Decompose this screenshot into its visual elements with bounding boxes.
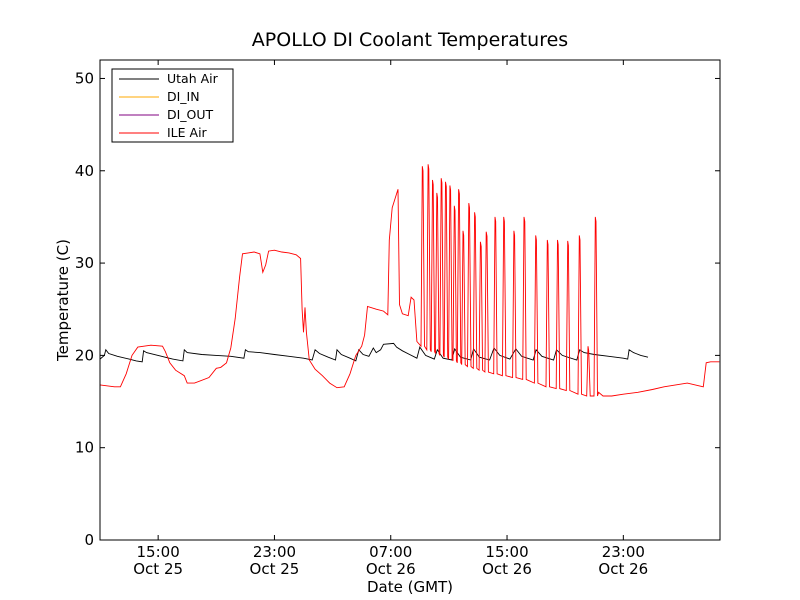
series-layer bbox=[100, 164, 720, 397]
y-ticks: 0 10 20 30 40 50 bbox=[75, 69, 720, 549]
y-tick-label: 10 bbox=[75, 439, 94, 457]
y-tick-label: 20 bbox=[75, 346, 94, 364]
plot-area bbox=[99, 59, 721, 541]
legend: Utah Air DI_IN DI_OUT ILE Air bbox=[111, 68, 234, 143]
x-tick-label-time: 23:00 bbox=[253, 543, 296, 561]
x-tick-label-date: Oct 26 bbox=[482, 560, 532, 578]
y-tick-label: 50 bbox=[75, 69, 94, 87]
legend-label: DI_OUT bbox=[167, 107, 214, 122]
x-axis-label: Date (GMT) bbox=[367, 578, 453, 596]
x-tick-label-time: 23:00 bbox=[602, 543, 645, 561]
legend-box bbox=[111, 68, 234, 143]
chart-title: APOLLO DI Coolant Temperatures bbox=[252, 29, 568, 51]
y-axis-label: Temperature (C) bbox=[54, 239, 72, 362]
x-tick-label-date: Oct 25 bbox=[250, 560, 300, 578]
y-tick-label: 40 bbox=[75, 162, 94, 180]
plot-frame bbox=[99, 59, 721, 541]
x-tick-label-date: Oct 25 bbox=[133, 560, 183, 578]
x-tick-label-date: Oct 26 bbox=[598, 560, 648, 578]
y-tick-label: 0 bbox=[84, 531, 94, 549]
legend-label: ILE Air bbox=[167, 125, 208, 140]
series-line-ile-air bbox=[100, 164, 720, 397]
legend-label: Utah Air bbox=[167, 71, 219, 86]
x-tick-label-date: Oct 26 bbox=[366, 560, 416, 578]
y-tick-label: 30 bbox=[75, 254, 94, 272]
x-tick-label-time: 07:00 bbox=[369, 543, 412, 561]
series-line-utah-air bbox=[100, 342, 649, 363]
x-tick-label-time: 15:00 bbox=[137, 543, 180, 561]
legend-label: DI_IN bbox=[167, 89, 200, 104]
x-tick-label-time: 15:00 bbox=[485, 543, 528, 561]
